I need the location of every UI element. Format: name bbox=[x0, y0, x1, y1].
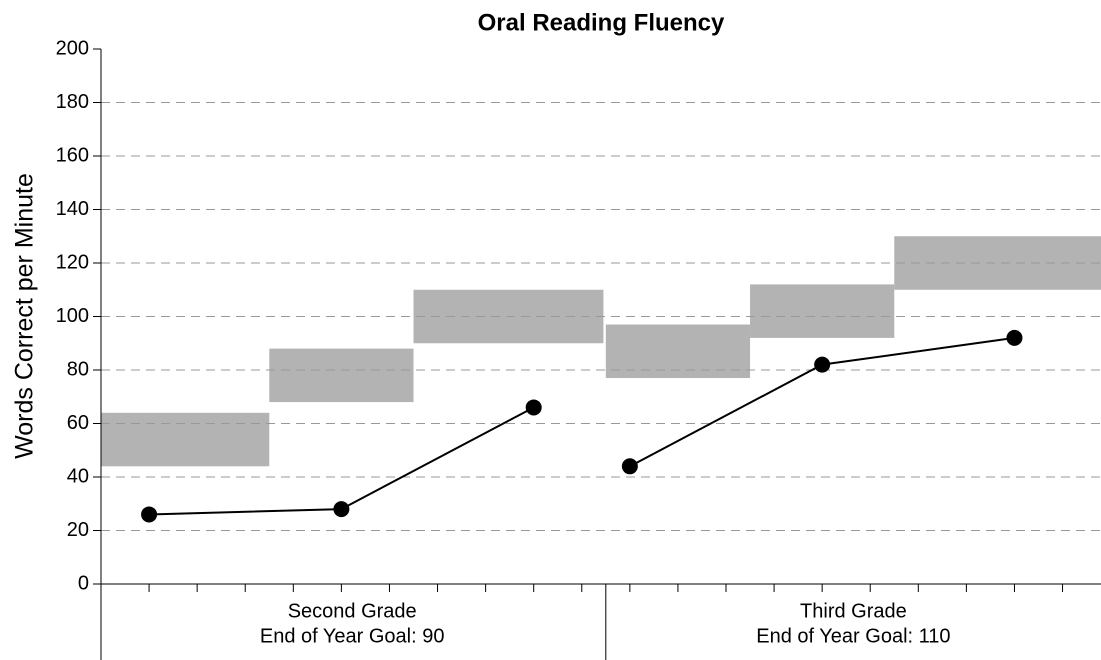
point bbox=[1006, 329, 1023, 346]
benchmark-range bbox=[101, 412, 270, 467]
group-label: Second Grade bbox=[288, 600, 417, 622]
group-label: Third Grade bbox=[800, 600, 907, 622]
point bbox=[141, 506, 158, 523]
point bbox=[333, 501, 350, 518]
y-tick-label: 20 bbox=[67, 519, 89, 541]
group-goal: End of Year Goal: 110 bbox=[756, 625, 950, 647]
point bbox=[525, 399, 542, 416]
y-tick-label: 40 bbox=[67, 465, 89, 487]
y-tick-label: 80 bbox=[67, 358, 89, 380]
point bbox=[814, 356, 831, 373]
y-tick-label: 180 bbox=[56, 91, 89, 113]
benchmark-range bbox=[605, 324, 751, 379]
y-tick-label: 100 bbox=[56, 305, 89, 327]
y-tick-label: 160 bbox=[56, 144, 89, 166]
y-tick-label: 140 bbox=[56, 198, 89, 220]
y-tick-label: 200 bbox=[56, 37, 89, 59]
y-axis-label: Words Correct per Minute bbox=[11, 173, 39, 459]
y-tick-label: 0 bbox=[78, 572, 89, 594]
point bbox=[621, 458, 638, 475]
benchmark-range bbox=[750, 284, 895, 338]
benchmark-range bbox=[269, 348, 414, 403]
y-tick-label: 120 bbox=[56, 251, 89, 273]
chart-title: Oral Reading Fluency bbox=[478, 9, 725, 36]
group-goal: End of Year Goal: 90 bbox=[260, 625, 445, 647]
y-tick-label: 60 bbox=[67, 412, 89, 434]
